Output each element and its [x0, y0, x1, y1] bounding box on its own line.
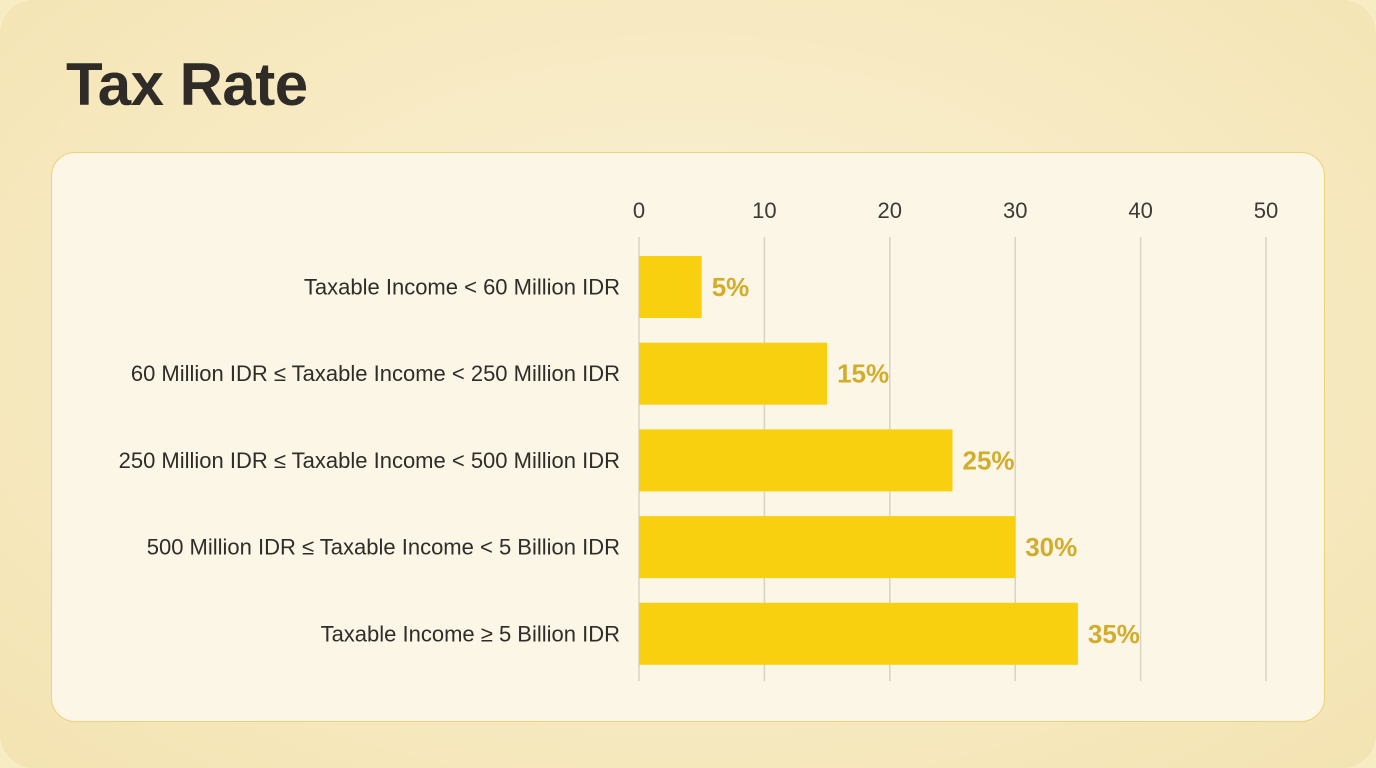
data-label: 35% [1088, 619, 1140, 649]
category-label: 60 Million IDR ≤ Taxable Income < 250 Mi… [131, 361, 620, 386]
x-tick-label: 10 [752, 198, 776, 223]
bar-chart: 0 10 20 30 40 50 Taxable Income < 60 Million … [119, 198, 1278, 681]
x-tick-label: 0 [633, 198, 645, 223]
bar [639, 342, 828, 405]
data-label: 5% [712, 272, 750, 302]
x-tick-label: 50 [1254, 198, 1278, 223]
data-label: 15% [837, 359, 889, 389]
category-label: 250 Million IDR ≤ Taxable Income < 500 M… [119, 448, 620, 473]
category-label: 500 Million IDR ≤ Taxable Income < 5 Bil… [147, 535, 620, 560]
x-axis-ticks: 0 10 20 30 40 50 [633, 198, 1278, 223]
data-label: 25% [963, 445, 1015, 475]
data-label: 30% [1025, 532, 1077, 562]
category-label: Taxable Income ≥ 5 Billion IDR [321, 621, 620, 646]
value-labels: 5% 15% 25% 30% 35% [712, 272, 1140, 649]
x-tick-label: 40 [1128, 198, 1152, 223]
x-tick-label: 30 [1003, 198, 1027, 223]
bar [639, 602, 1078, 665]
bars [639, 256, 1078, 665]
bar [639, 516, 1016, 579]
category-labels: Taxable Income < 60 Million IDR 60 Millio… [119, 275, 620, 647]
x-tick-label: 20 [878, 198, 902, 223]
bar [639, 256, 702, 318]
chart-panel: 0 10 20 30 40 50 Taxable Income < 60 Million … [51, 152, 1325, 722]
bar [639, 429, 953, 492]
category-label: Taxable Income < 60 Million IDR [304, 275, 620, 300]
page-title: Tax Rate [66, 51, 308, 118]
